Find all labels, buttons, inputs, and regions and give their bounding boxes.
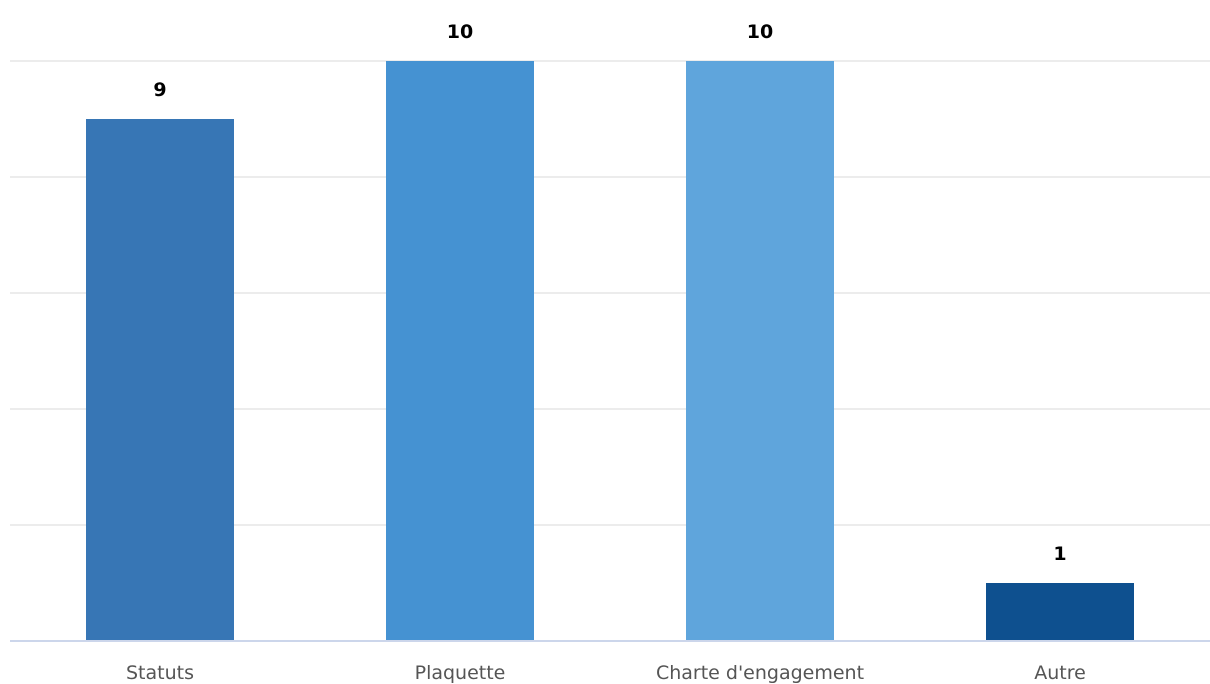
data-label: 10 [747,21,773,43]
x-tick-label: Statuts [126,662,194,684]
x-tick-label: Charte d'engagement [656,662,864,684]
x-tick-label: Plaquette [415,662,506,684]
data-label: 10 [447,21,473,43]
data-label: 9 [153,79,166,101]
bar[interactable] [86,119,234,641]
x-tick-label: Autre [1034,662,1086,684]
data-label: 1 [1053,543,1066,565]
bar[interactable] [686,61,834,641]
bar[interactable] [386,61,534,641]
bar[interactable] [986,583,1134,641]
x-axis-tick-labels: Statuts Plaquette Charte d'engagement Autre [126,662,1086,684]
data-labels: 9 10 10 1 [153,21,1066,565]
bar-series [86,61,1134,641]
